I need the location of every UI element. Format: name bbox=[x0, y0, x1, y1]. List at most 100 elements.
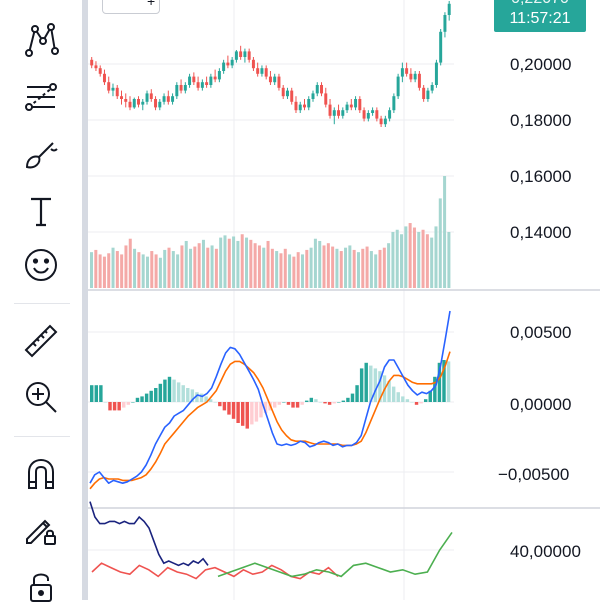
macd-histogram-bar bbox=[346, 397, 350, 402]
rsi-line-secondary bbox=[91, 562, 339, 580]
signal-line bbox=[89, 351, 451, 490]
candle-body bbox=[115, 87, 119, 97]
volume-bar bbox=[90, 252, 94, 288]
volume-bar bbox=[189, 248, 193, 288]
chart-overlay-button[interactable]: + bbox=[102, 0, 160, 14]
candle-body bbox=[405, 68, 409, 74]
candle-body bbox=[179, 85, 183, 91]
candle-body bbox=[264, 68, 268, 77]
brush-icon[interactable] bbox=[22, 136, 60, 174]
macd-histogram-bar bbox=[154, 388, 158, 402]
pencil-lock-icon[interactable] bbox=[22, 510, 60, 548]
volume-bar bbox=[434, 226, 438, 288]
volume-bar bbox=[296, 252, 300, 288]
candle-body bbox=[124, 99, 128, 102]
macd-histogram-bar bbox=[314, 399, 318, 402]
volume-bar bbox=[245, 237, 249, 288]
candle-body bbox=[307, 99, 311, 108]
candle-body bbox=[315, 85, 319, 94]
chart-area[interactable]: 0,20000 0,18000 0,16000 0,14000 0,00500 … bbox=[88, 0, 600, 600]
volume-bar bbox=[210, 245, 214, 288]
candle-body bbox=[226, 62, 230, 66]
macd-histogram-bar bbox=[213, 402, 217, 403]
volume-bar bbox=[167, 247, 171, 288]
volume-bar bbox=[111, 247, 115, 288]
rsi-line-tertiary bbox=[217, 531, 453, 578]
ruler-icon[interactable] bbox=[22, 322, 60, 360]
volume-bar bbox=[279, 253, 283, 288]
text-icon[interactable] bbox=[22, 192, 60, 230]
macd-histogram-bar bbox=[158, 383, 163, 402]
candle-body bbox=[285, 90, 289, 97]
volume-bar bbox=[369, 251, 373, 288]
volume-bar bbox=[344, 247, 348, 288]
macd-histogram-bar bbox=[300, 402, 304, 405]
macd-histogram-bar bbox=[378, 371, 382, 402]
candle-body bbox=[162, 96, 166, 102]
candle-body bbox=[200, 82, 204, 88]
macd-histogram-bar bbox=[90, 385, 94, 402]
volume-bar bbox=[404, 226, 408, 288]
volume-bar bbox=[331, 246, 335, 288]
candle-body bbox=[388, 110, 392, 119]
volume-bar bbox=[335, 248, 339, 288]
volume-bar bbox=[176, 254, 180, 288]
pattern-icon[interactable] bbox=[22, 20, 60, 58]
macd-histogram-bar bbox=[337, 402, 341, 403]
candle-body bbox=[141, 101, 145, 105]
volume-bar bbox=[275, 251, 279, 288]
candle-body bbox=[417, 73, 421, 88]
price-tick-label: 0,16000 bbox=[510, 167, 571, 186]
macd-histogram-bar bbox=[273, 402, 277, 408]
lock-icon[interactable] bbox=[22, 568, 60, 606]
macd-histogram-bar bbox=[359, 368, 364, 402]
candle-body bbox=[107, 82, 111, 91]
volume-bar bbox=[313, 238, 317, 288]
volume-bar bbox=[266, 240, 270, 288]
candle-body bbox=[145, 93, 149, 102]
macd-histogram-bar bbox=[369, 365, 373, 402]
fib-retracement-icon[interactable] bbox=[22, 78, 60, 116]
candle-body bbox=[277, 76, 281, 88]
volume-bar bbox=[387, 243, 391, 288]
candle-body bbox=[149, 93, 153, 99]
volume-bar bbox=[326, 243, 330, 288]
volume-bar bbox=[219, 237, 223, 288]
volume-bar bbox=[128, 238, 132, 288]
volume-bar bbox=[425, 234, 429, 288]
volume-bar bbox=[352, 249, 356, 288]
candle-body bbox=[281, 87, 285, 97]
macd-histogram-bar bbox=[186, 388, 190, 402]
rsi-line-primary bbox=[89, 501, 209, 567]
macd-histogram-bar bbox=[181, 385, 185, 402]
macd-histogram-bar bbox=[149, 390, 153, 402]
magnet-icon[interactable] bbox=[22, 455, 60, 493]
smiley-icon[interactable] bbox=[22, 246, 60, 284]
drawing-toolbar bbox=[0, 0, 82, 602]
candle-body bbox=[256, 68, 260, 74]
candle-body bbox=[132, 99, 136, 108]
candle-body bbox=[243, 51, 247, 57]
candle-body bbox=[328, 104, 332, 116]
volume-bar bbox=[145, 256, 149, 288]
macd-histogram-bar bbox=[112, 402, 117, 411]
macd-histogram-bar bbox=[126, 402, 131, 405]
price-tick-label: 0,20000 bbox=[510, 55, 571, 74]
macd-line bbox=[89, 310, 451, 484]
macd-histogram-bar bbox=[350, 393, 355, 402]
volume-bar bbox=[292, 256, 296, 288]
candle-body bbox=[120, 96, 123, 99]
candle-body bbox=[345, 104, 349, 111]
candle-body bbox=[268, 76, 272, 83]
volume-bar bbox=[309, 247, 313, 288]
candle-body bbox=[222, 62, 226, 71]
volume-bar bbox=[361, 248, 365, 288]
last-price: 0,22070 bbox=[494, 0, 586, 8]
macd-histogram-bar bbox=[135, 397, 140, 402]
candle-body bbox=[102, 73, 106, 83]
macd-histogram-bar bbox=[94, 385, 99, 402]
zoom-in-icon[interactable] bbox=[22, 378, 60, 416]
volume-bar bbox=[288, 254, 292, 288]
toolbar-scrollbar[interactable] bbox=[82, 0, 88, 600]
macd-histogram-bar bbox=[419, 402, 423, 404]
